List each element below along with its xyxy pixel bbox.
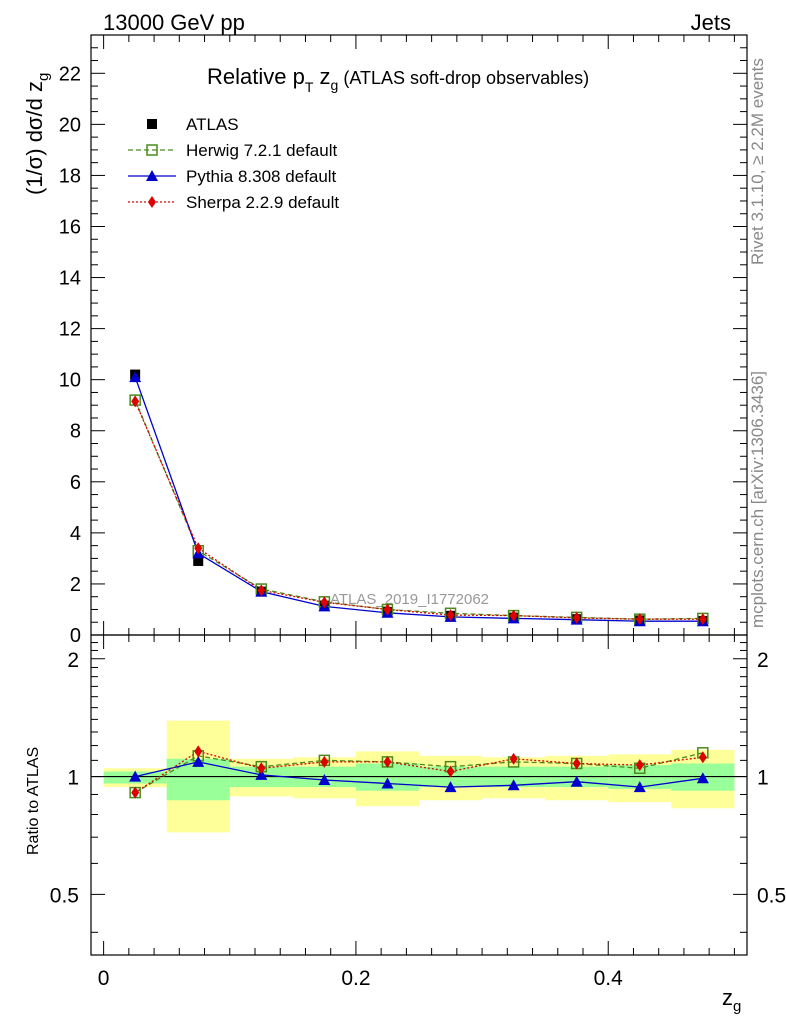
ratio-point-s2-7 bbox=[572, 757, 581, 770]
ytick-label-5: 10 bbox=[59, 370, 81, 392]
data-point-s3-8 bbox=[635, 613, 644, 626]
data-point-s3-1 bbox=[194, 542, 203, 555]
data-point-s3-7 bbox=[572, 611, 581, 624]
ratio-point-s1-2 bbox=[255, 768, 268, 780]
ytick-label-7: 14 bbox=[59, 268, 81, 290]
legend-marker-0 bbox=[147, 119, 157, 129]
header-left: 13000 GeV pp bbox=[103, 10, 245, 35]
ratio-ytick-label-right-2: 2 bbox=[757, 649, 769, 672]
data-point-s3-4 bbox=[383, 603, 392, 616]
data-point-s3-0 bbox=[131, 395, 140, 408]
ratio-point-s1-1 bbox=[192, 755, 205, 767]
legend-label-1: Herwig 7.2.1 default bbox=[186, 141, 337, 160]
legend: ATLAS Herwig 7.2.1 default Pythia 8.308 de… bbox=[128, 115, 339, 212]
main-title: Relative pT zg (ATLAS soft-drop observab… bbox=[207, 64, 589, 95]
main-panel: 0 2 4 6 8 10 12 14 16 18 20 22 bbox=[59, 34, 748, 647]
ytick-label-4: 8 bbox=[70, 421, 81, 443]
xtick-label-0: 0 bbox=[98, 967, 110, 990]
ylabel-main: (1/σ) dσ/d z bbox=[22, 81, 47, 195]
legend-label-2: Pythia 8.308 default bbox=[186, 167, 337, 186]
ytick-label-6: 12 bbox=[59, 319, 81, 341]
ratio-ytick-label-left-2: 2 bbox=[67, 649, 79, 672]
legend-marker-1 bbox=[146, 144, 158, 156]
xtick-label-1: 0.2 bbox=[341, 967, 370, 990]
ratio-ytick-label-left-0: 0.5 bbox=[50, 884, 79, 907]
ratio-point-s2-5 bbox=[446, 765, 455, 778]
ratio-point-s2-8 bbox=[635, 759, 644, 772]
legend-label-3: Sherpa 2.2.9 default bbox=[186, 193, 339, 212]
legend-marker-2 bbox=[146, 170, 158, 181]
data-point-s3-9 bbox=[698, 613, 707, 626]
ratio-point-s1-8 bbox=[633, 781, 646, 793]
ratio-point-s1-6 bbox=[507, 779, 520, 791]
ratio-point-s2-3 bbox=[320, 755, 329, 768]
ytick-label-8: 16 bbox=[59, 216, 81, 238]
data-point-s3-2 bbox=[257, 584, 266, 597]
series-line-1 bbox=[134, 399, 703, 620]
ratio-point-s1-5 bbox=[444, 781, 457, 793]
ratio-frame bbox=[90, 634, 748, 956]
series-line-3 bbox=[134, 401, 703, 620]
legend-marker-3 bbox=[148, 196, 156, 208]
ratio-point-s2-2 bbox=[257, 762, 266, 775]
rivet-label: Rivet 3.1.10, ≥ 2.2M events bbox=[748, 58, 767, 265]
ratio-point-s2-4 bbox=[383, 755, 392, 768]
data-point-s3-5 bbox=[446, 609, 455, 622]
ratio-point-s2-6 bbox=[509, 752, 518, 765]
data-point-s3-3 bbox=[320, 596, 329, 609]
ytick-label-10: 20 bbox=[59, 114, 81, 136]
data-point-s0-1 bbox=[193, 555, 204, 566]
ytick-label-1: 2 bbox=[70, 574, 81, 596]
ratio-line-1 bbox=[135, 761, 703, 788]
xlabel: zg bbox=[722, 985, 741, 1015]
ylabel-sub: g bbox=[35, 73, 52, 81]
watermark: ATLAS_2019_I1772062 bbox=[330, 591, 489, 608]
header-right: Jets bbox=[691, 10, 731, 35]
ratio-line-0 bbox=[134, 752, 703, 794]
title-mid: z bbox=[313, 64, 330, 89]
ratio-ytick-label-left-1: 1 bbox=[67, 767, 79, 790]
ratio-point-s1-9 bbox=[696, 772, 709, 784]
ytick-label-2: 4 bbox=[70, 523, 81, 545]
mcplots-label: mcplots.cern.ch [arXiv:1306.3436] bbox=[748, 371, 767, 628]
ytick-label-11: 22 bbox=[59, 63, 81, 85]
title-sub2: g bbox=[331, 77, 339, 93]
ratio-point-s2-1 bbox=[194, 745, 203, 758]
main-ylabel: (1/σ) dσ/d zg bbox=[22, 73, 52, 195]
data-point-s3-6 bbox=[509, 609, 518, 622]
ratio-point-s1-3 bbox=[318, 773, 331, 785]
xlabel-main: z bbox=[722, 985, 733, 1010]
ratio-point-s2-0 bbox=[131, 786, 140, 799]
ratio-point-s1-7 bbox=[570, 775, 583, 787]
ytick-label-9: 18 bbox=[59, 165, 81, 187]
series-line-2 bbox=[134, 376, 703, 622]
ratio-ytick-label-right-1: 1 bbox=[757, 767, 769, 790]
ratio-point-s2-9 bbox=[698, 751, 707, 764]
ratio-ytick-label-right-0: 0.5 bbox=[757, 884, 786, 907]
ytick-label-3: 6 bbox=[70, 472, 81, 494]
ratio-line-2 bbox=[134, 750, 703, 794]
ratio-point-s1-0 bbox=[129, 770, 142, 782]
ratio-panel: 0.5 0.5 1 1 2 2 0 0.2 0.4 bbox=[50, 634, 786, 990]
xtick-label-2: 0.4 bbox=[594, 967, 624, 990]
data-point-s2-0 bbox=[129, 371, 142, 383]
title-main: Relative p bbox=[207, 64, 305, 89]
title-paren: (ATLAS soft-drop observables) bbox=[343, 68, 589, 88]
title-sub1: T bbox=[305, 79, 314, 95]
xlabel-sub: g bbox=[733, 998, 741, 1015]
ytick-label-0: 0 bbox=[70, 625, 81, 647]
legend-label-0: ATLAS bbox=[186, 115, 239, 134]
ratio-point-s1-4 bbox=[381, 777, 394, 789]
ratio-ylabel: Ratio to ATLAS bbox=[25, 747, 42, 855]
